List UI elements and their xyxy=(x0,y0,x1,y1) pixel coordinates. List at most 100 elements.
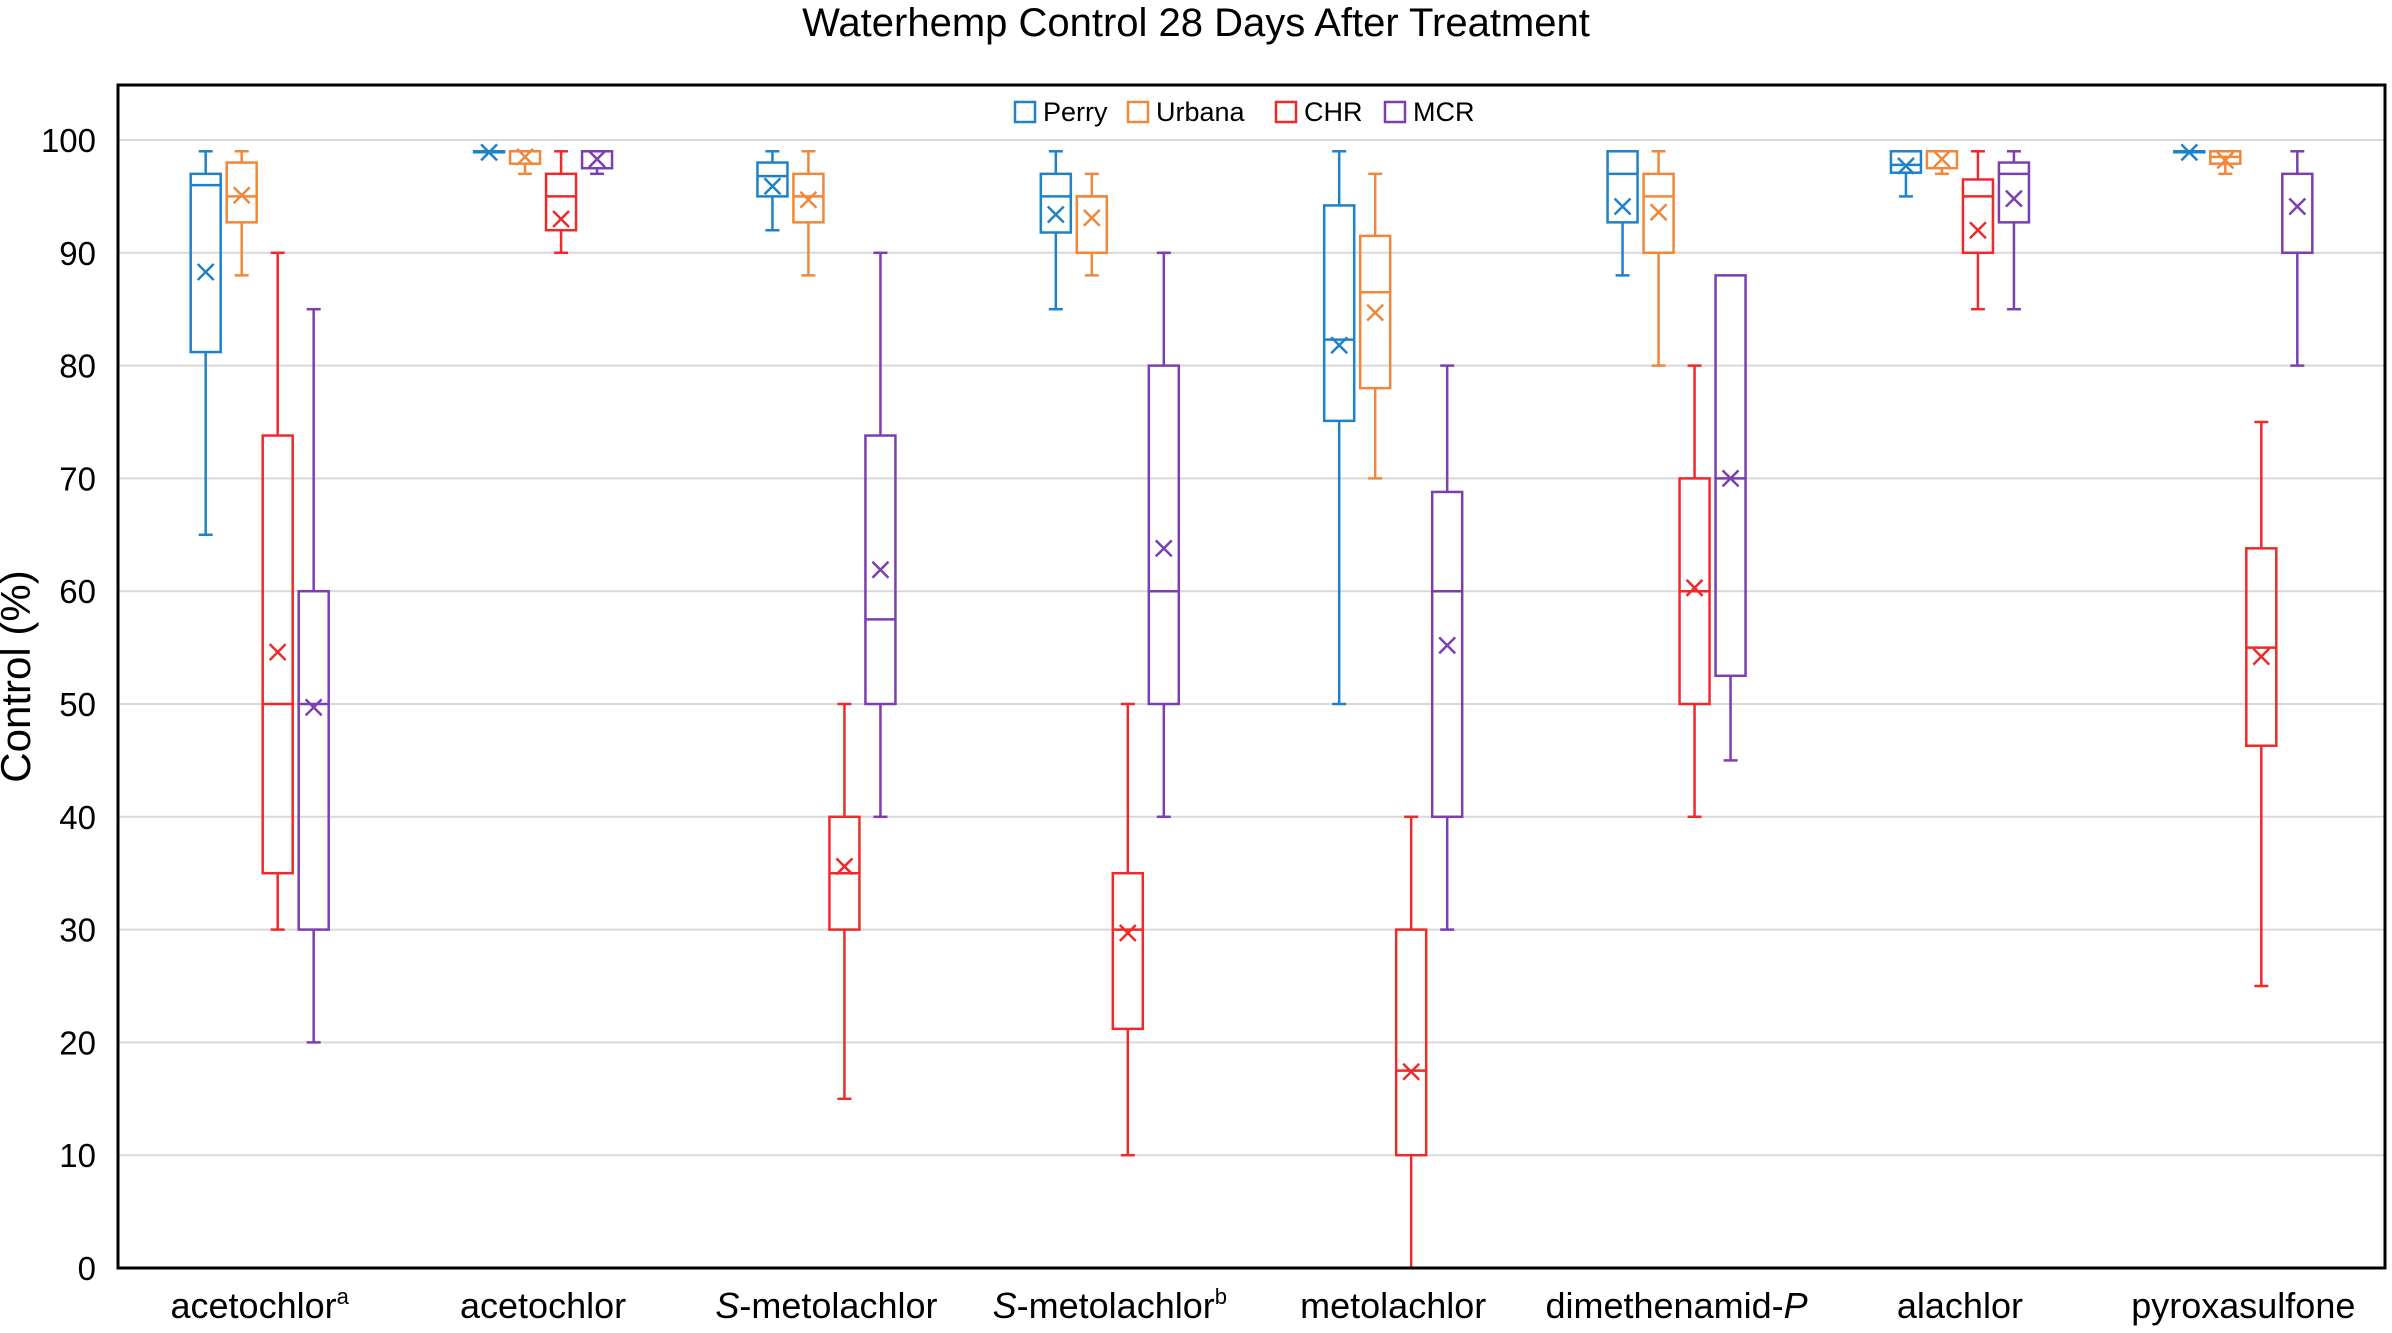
mean-marker xyxy=(552,210,570,228)
box-iqr xyxy=(1997,161,2031,224)
legend-item-urbana: Urbana xyxy=(1126,97,1246,127)
mean-marker xyxy=(232,186,251,205)
x-tick-label: S-metolachlor xyxy=(715,1285,937,1326)
legend-label: CHR xyxy=(1304,97,1363,127)
series-mcr xyxy=(297,150,2314,1044)
mean-marker xyxy=(516,148,534,166)
mean-marker xyxy=(835,857,854,876)
box-chr xyxy=(2245,420,2278,988)
mean-marker xyxy=(196,263,215,281)
box-iqr xyxy=(1358,234,1392,390)
mean-marker xyxy=(268,643,287,661)
mean-marker xyxy=(1933,150,1951,169)
box-perry xyxy=(189,150,222,537)
box-perry xyxy=(1606,150,1639,277)
mean-marker xyxy=(588,150,606,169)
gridlines xyxy=(118,139,2385,1157)
box-iqr xyxy=(1147,364,1181,706)
box-iqr xyxy=(225,161,258,224)
legend-swatch xyxy=(1383,100,1407,124)
box-urbana xyxy=(1642,150,1675,367)
mean-marker xyxy=(1046,205,1065,224)
y-tick-label: 90 xyxy=(59,235,96,272)
y-axis-label: Control (%) xyxy=(0,570,39,782)
y-tick-label: 100 xyxy=(41,122,96,159)
mean-marker xyxy=(480,143,498,162)
box-chr xyxy=(544,150,578,255)
box-mcr xyxy=(1997,150,2031,311)
y-tick-label: 70 xyxy=(59,460,96,497)
plot-frame xyxy=(116,83,2387,1270)
mean-marker xyxy=(1082,208,1101,227)
box-mcr xyxy=(297,307,330,1044)
mean-marker xyxy=(1721,469,1740,488)
box-mcr xyxy=(1430,364,1464,931)
legend-item-perry: Perry xyxy=(1013,97,1108,127)
box-iqr xyxy=(1961,178,1995,255)
box-iqr xyxy=(261,434,294,875)
box-chr xyxy=(1394,815,1428,1270)
box-urbana xyxy=(225,150,258,277)
box-iqr xyxy=(1111,871,1145,1031)
series-perry xyxy=(189,143,2206,706)
legend-item-mcr: MCR xyxy=(1383,97,1475,127)
mean-marker xyxy=(2005,189,2023,208)
legend-swatch xyxy=(1126,100,1150,124)
legend-item-chr: CHR xyxy=(1274,97,1363,127)
x-tick-labels: acetochlora acetochlor S-metolachlor S-meto… xyxy=(171,1284,2356,1326)
mean-marker xyxy=(1366,303,1385,322)
box-mcr xyxy=(864,251,897,819)
legend-label: Urbana xyxy=(1156,97,1246,127)
box-iqr xyxy=(544,172,578,232)
legend-label: MCR xyxy=(1413,97,1475,127)
mean-marker xyxy=(304,698,323,717)
mean-marker xyxy=(1118,924,1137,942)
y-tick-label: 30 xyxy=(59,912,96,949)
box-iqr xyxy=(1889,150,1923,174)
box-urbana xyxy=(1925,150,1959,176)
box-iqr xyxy=(792,172,825,224)
box-iqr xyxy=(756,161,789,198)
box-urbana xyxy=(1075,172,1109,277)
mean-marker xyxy=(2252,647,2271,666)
box-iqr xyxy=(1714,274,1747,678)
box-iqr xyxy=(189,172,222,354)
box-urbana xyxy=(1358,172,1392,480)
y-tick-label: 60 xyxy=(59,573,96,610)
box-chr xyxy=(828,702,861,1101)
box-chr xyxy=(1961,150,1995,311)
series-chr xyxy=(261,150,2278,1270)
x-tick-label: acetochlora xyxy=(171,1284,350,1326)
legend: Perry Urbana CHR MCR xyxy=(1013,97,1475,127)
legend-swatch xyxy=(1013,100,1037,124)
box-mcr xyxy=(2281,150,2314,367)
mean-marker xyxy=(1330,336,1349,355)
mean-marker xyxy=(1969,221,1987,240)
box-chr xyxy=(261,251,294,931)
mean-marker xyxy=(1649,203,1668,222)
box-perry xyxy=(1889,150,1923,198)
y-tick-label: 10 xyxy=(59,1137,96,1174)
box-mcr xyxy=(580,150,614,176)
box-iqr xyxy=(864,434,897,706)
box-chr xyxy=(1111,702,1145,1157)
y-tick-labels: 0 10 20 30 40 50 60 70 80 90 100 xyxy=(41,122,96,1287)
box-perry xyxy=(2173,143,2206,162)
box-chr xyxy=(1678,364,1711,819)
mean-marker xyxy=(2288,197,2307,216)
box-iqr xyxy=(1430,490,1464,819)
box-iqr xyxy=(1075,195,1109,255)
y-tick-label: 20 xyxy=(59,1024,96,1061)
x-tick-label: pyroxasulfone xyxy=(2131,1285,2355,1326)
x-tick-label: metolachlor xyxy=(1300,1285,1486,1326)
box-mcr xyxy=(1147,251,1181,819)
mean-marker xyxy=(799,190,818,209)
mean-marker xyxy=(2216,151,2235,170)
box-mcr xyxy=(1714,274,1747,762)
box-urbana xyxy=(508,148,542,176)
box-iqr xyxy=(1394,928,1428,1157)
x-tick-label: dimethenamid-P xyxy=(1545,1285,1807,1326)
y-tick-label: 0 xyxy=(78,1250,96,1287)
mean-marker xyxy=(763,177,782,196)
